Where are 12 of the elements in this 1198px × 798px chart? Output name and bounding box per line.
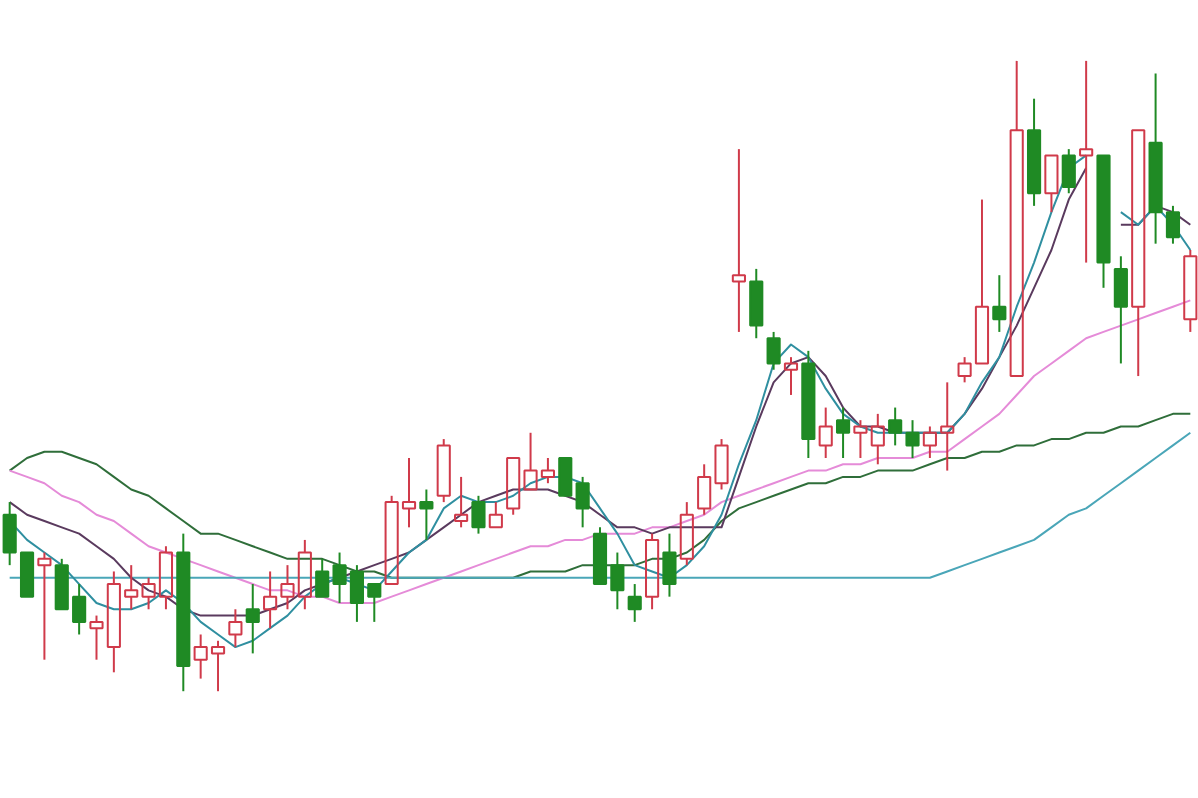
candlestick <box>992 274 1007 333</box>
candlestick <box>662 532 677 598</box>
candlestick <box>818 406 833 459</box>
candlestick <box>1113 255 1128 365</box>
candlestick <box>731 148 746 333</box>
candlestick <box>1079 59 1094 264</box>
candlestick <box>176 532 191 693</box>
candlestick <box>228 608 243 649</box>
candlestick <box>245 583 260 655</box>
candlestick <box>1148 72 1163 245</box>
candlestick <box>1026 97 1042 207</box>
candlestick <box>627 583 642 623</box>
